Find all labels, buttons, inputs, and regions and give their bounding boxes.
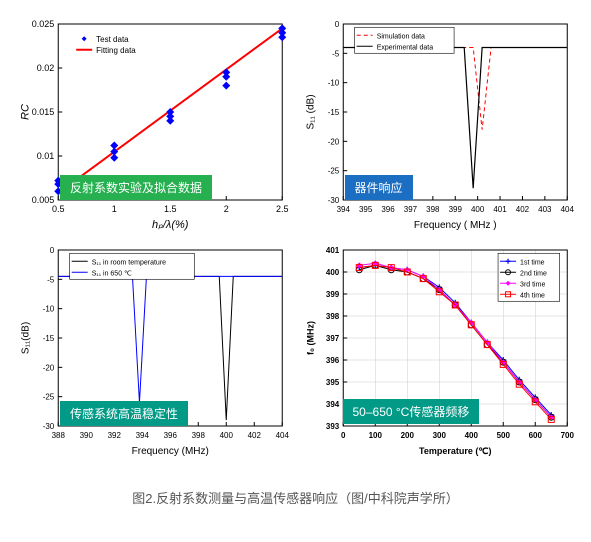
plot-d: 0 100 200 300 400 500 600 700 393 394 395 396 397 398… [299, 240, 578, 460]
plot-b: 394 395 396 397 398 399 400 401 402 403 404 -30 -25 -… [299, 14, 578, 234]
svg-text:-30: -30 [327, 196, 339, 205]
svg-text:400: 400 [464, 431, 478, 440]
svg-text:395: 395 [358, 205, 372, 214]
panel-a: 0.5 1 1.5 2 2.5 0.005 0.01 0.015 0.02 0.025 hₚ/λ(%… [14, 14, 293, 234]
svg-text:0: 0 [50, 246, 55, 255]
svg-text:2.5: 2.5 [276, 204, 289, 214]
svg-text:600: 600 [528, 431, 542, 440]
svg-text:2nd time: 2nd time [520, 270, 547, 277]
svg-text:402: 402 [515, 205, 529, 214]
overlay-d: 50–650 °C传感器频移 [343, 399, 480, 424]
svg-text:0.025: 0.025 [32, 19, 55, 29]
svg-text:Simulation data: Simulation data [376, 33, 424, 40]
svg-text:390: 390 [80, 431, 94, 440]
svg-text:S₁₁ in 650 ℃: S₁₁ in 650 ℃ [92, 270, 132, 277]
svg-text:404: 404 [560, 205, 574, 214]
svg-text:402: 402 [248, 431, 262, 440]
svg-text:-25: -25 [327, 167, 339, 176]
svg-text:Test data: Test data [96, 35, 129, 44]
svg-text:396: 396 [164, 431, 178, 440]
svg-text:3rd time: 3rd time [520, 281, 545, 288]
svg-text:700: 700 [560, 431, 574, 440]
panel-c: 388 390 392 394 396 398 400 402 404 -30 -25 -20 -15 -… [14, 240, 293, 460]
svg-text:394: 394 [336, 205, 350, 214]
svg-text:f₀ (MHz): f₀ (MHz) [305, 321, 315, 355]
svg-text:393: 393 [325, 422, 339, 431]
svg-text:200: 200 [400, 431, 414, 440]
overlay-b: 器件响应 [345, 175, 413, 200]
svg-text:400: 400 [220, 431, 234, 440]
chart-grid: 0.5 1 1.5 2 2.5 0.005 0.01 0.015 0.02 0.025 hₚ/λ(%… [14, 14, 577, 460]
svg-text:S₁₁(dB): S₁₁(dB) [20, 322, 31, 354]
svg-text:399: 399 [448, 205, 462, 214]
overlay-c: 传感系统高温稳定性 [60, 401, 188, 426]
svg-text:398: 398 [325, 312, 339, 321]
panel-d: 0 100 200 300 400 500 600 700 393 394 395 396 397 398… [299, 240, 578, 460]
svg-text:Fitting data: Fitting data [96, 46, 136, 55]
svg-text:398: 398 [426, 205, 440, 214]
svg-text:398: 398 [192, 431, 206, 440]
svg-text:396: 396 [325, 356, 339, 365]
svg-text:S₁₁ in room temperature: S₁₁ in room temperature [92, 259, 166, 266]
svg-text:-15: -15 [327, 108, 339, 117]
svg-text:S₁₁ (dB): S₁₁ (dB) [305, 94, 316, 129]
svg-text:394: 394 [136, 431, 150, 440]
svg-text:0: 0 [334, 20, 339, 29]
svg-text:397: 397 [325, 334, 339, 343]
figure-caption: 图2.反射系数测量与高温传感器响应（图/中科院声学所） [14, 488, 577, 507]
svg-text:0.01: 0.01 [37, 151, 55, 161]
svg-text:-10: -10 [327, 79, 339, 88]
plot-a: 0.5 1 1.5 2 2.5 0.005 0.01 0.015 0.02 0.025 hₚ/λ(%… [14, 14, 293, 234]
svg-text:-15: -15 [43, 334, 55, 343]
svg-text:100: 100 [368, 431, 382, 440]
svg-text:392: 392 [108, 431, 122, 440]
svg-text:400: 400 [325, 268, 339, 277]
svg-text:-5: -5 [332, 49, 340, 58]
svg-text:-25: -25 [43, 393, 55, 402]
panel-b: 394 395 396 397 398 399 400 401 402 403 404 -30 -25 -… [299, 14, 578, 234]
plot-c: 388 390 392 394 396 398 400 402 404 -30 -25 -20 -15 -… [14, 240, 293, 460]
svg-text:-10: -10 [43, 305, 55, 314]
svg-text:500: 500 [496, 431, 510, 440]
svg-text:4th time: 4th time [520, 292, 545, 299]
svg-text:401: 401 [493, 205, 507, 214]
svg-text:0.015: 0.015 [32, 107, 55, 117]
svg-text:Frequency ( MHz ): Frequency ( MHz ) [413, 220, 496, 231]
svg-text:396: 396 [381, 205, 395, 214]
svg-text:1st time: 1st time [520, 259, 545, 266]
svg-text:404: 404 [276, 431, 290, 440]
svg-text:-20: -20 [43, 363, 55, 372]
svg-text:399: 399 [325, 290, 339, 299]
overlay-a: 反射系数实验及拟合数据 [60, 175, 212, 200]
svg-text:Experimental data: Experimental data [376, 44, 433, 51]
svg-text:1.5: 1.5 [164, 204, 177, 214]
svg-text:2: 2 [224, 204, 229, 214]
svg-text:0.005: 0.005 [32, 195, 55, 205]
svg-text:1: 1 [112, 204, 117, 214]
svg-text:0: 0 [341, 431, 346, 440]
svg-text:300: 300 [432, 431, 446, 440]
svg-text:388: 388 [52, 431, 66, 440]
svg-text:Frequency (MHz): Frequency (MHz) [132, 446, 209, 457]
svg-text:0.02: 0.02 [37, 63, 55, 73]
svg-text:-20: -20 [327, 137, 339, 146]
svg-text:395: 395 [325, 378, 339, 387]
svg-text:397: 397 [403, 205, 417, 214]
svg-text:394: 394 [325, 400, 339, 409]
svg-text:-30: -30 [43, 422, 55, 431]
svg-text:hₚ/λ(%): hₚ/λ(%) [152, 219, 189, 231]
svg-text:Temperature (℃): Temperature (℃) [419, 446, 491, 456]
svg-text:RC: RC [19, 104, 31, 120]
svg-text:0.5: 0.5 [52, 204, 65, 214]
svg-text:400: 400 [470, 205, 484, 214]
svg-text:401: 401 [325, 246, 339, 255]
svg-text:-5: -5 [47, 275, 55, 284]
svg-text:403: 403 [538, 205, 552, 214]
